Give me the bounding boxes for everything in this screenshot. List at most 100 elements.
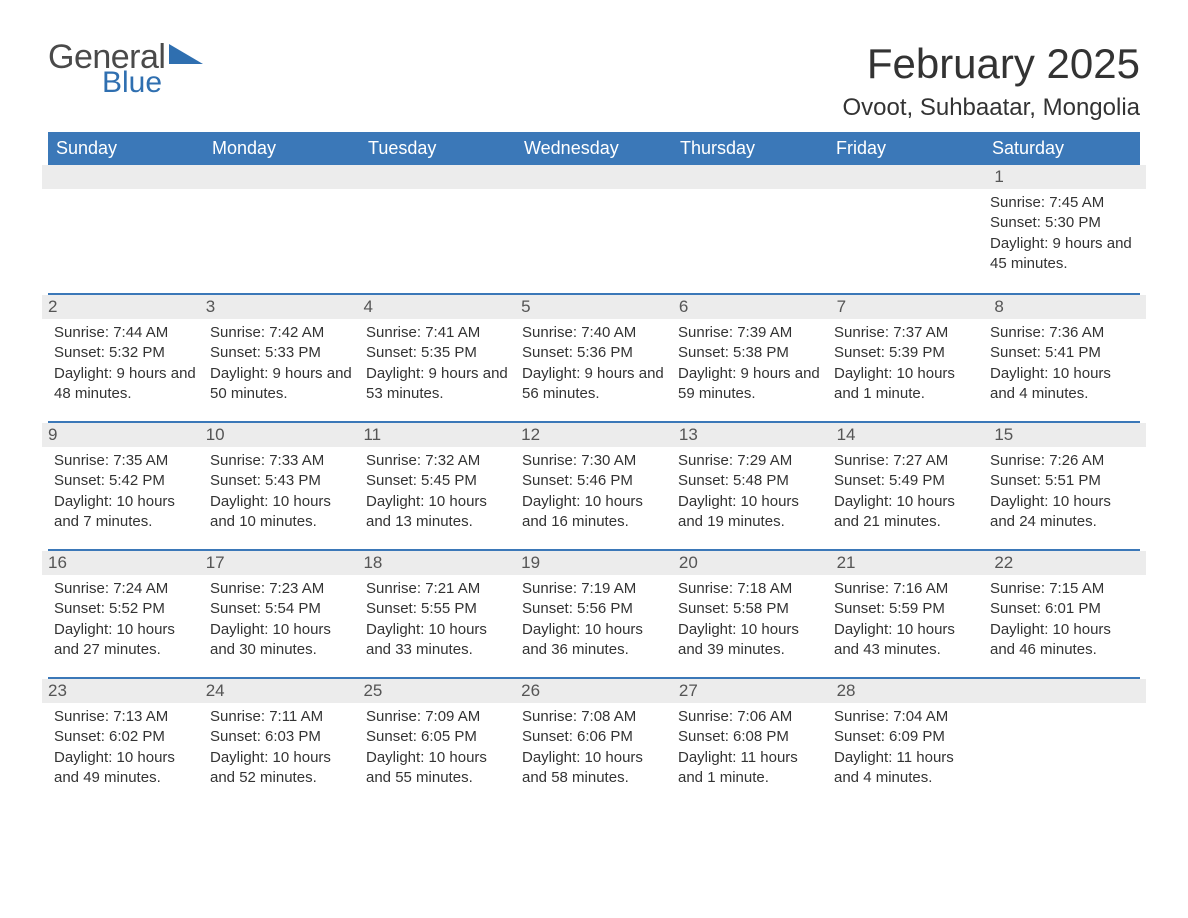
- day-cell: [828, 193, 984, 284]
- week-row-inner: 9101112131415Sunrise: 7:35 AMSunset: 5:4…: [48, 423, 1140, 549]
- header: General Blue February 2025 Ovoot, Suhbaa…: [48, 40, 1140, 122]
- sunrise-line: Sunrise: 7:21 AM: [366, 579, 510, 599]
- sunset-line: Sunset: 5:41 PM: [990, 343, 1134, 363]
- day-number: 20: [673, 551, 831, 575]
- day-cell: Sunrise: 7:09 AMSunset: 6:05 PMDaylight:…: [360, 707, 516, 798]
- day-cell: Sunrise: 7:30 AMSunset: 5:46 PMDaylight:…: [516, 451, 672, 542]
- daylight-line: Daylight: 10 hours and 30 minutes.: [210, 620, 354, 661]
- day-number: 9: [42, 423, 200, 447]
- day-cell: Sunrise: 7:35 AMSunset: 5:42 PMDaylight:…: [48, 451, 204, 542]
- weekday-header-cell: Tuesday: [360, 132, 516, 165]
- daylight-line: Daylight: 10 hours and 43 minutes.: [834, 620, 978, 661]
- day-number: 17: [200, 551, 358, 575]
- day-number: 22: [988, 551, 1146, 575]
- daylight-line: Daylight: 10 hours and 49 minutes.: [54, 748, 198, 789]
- sunrise-line: Sunrise: 7:42 AM: [210, 323, 354, 343]
- daylight-line: Daylight: 10 hours and 52 minutes.: [210, 748, 354, 789]
- day-cell: Sunrise: 7:29 AMSunset: 5:48 PMDaylight:…: [672, 451, 828, 542]
- sunset-line: Sunset: 5:58 PM: [678, 599, 822, 619]
- sunrise-line: Sunrise: 7:19 AM: [522, 579, 666, 599]
- sunset-line: Sunset: 5:42 PM: [54, 471, 198, 491]
- logo-triangle-icon: [169, 42, 203, 68]
- week-row: 1Sunrise: 7:45 AMSunset: 5:30 PMDaylight…: [48, 165, 1140, 293]
- day-number: 7: [831, 295, 989, 319]
- day-number: 13: [673, 423, 831, 447]
- day-cell: Sunrise: 7:42 AMSunset: 5:33 PMDaylight:…: [204, 323, 360, 414]
- day-number: 18: [357, 551, 515, 575]
- sunset-line: Sunset: 5:43 PM: [210, 471, 354, 491]
- day-cell: Sunrise: 7:26 AMSunset: 5:51 PMDaylight:…: [984, 451, 1140, 542]
- daylight-line: Daylight: 9 hours and 45 minutes.: [990, 234, 1134, 275]
- weekday-header-row: SundayMondayTuesdayWednesdayThursdayFrid…: [48, 132, 1140, 165]
- weekday-header-cell: Friday: [828, 132, 984, 165]
- day-cell: Sunrise: 7:04 AMSunset: 6:09 PMDaylight:…: [828, 707, 984, 798]
- daylight-line: Daylight: 10 hours and 46 minutes.: [990, 620, 1134, 661]
- sunset-line: Sunset: 5:32 PM: [54, 343, 198, 363]
- sunrise-line: Sunrise: 7:18 AM: [678, 579, 822, 599]
- daylight-line: Daylight: 11 hours and 1 minute.: [678, 748, 822, 789]
- day-cell: Sunrise: 7:41 AMSunset: 5:35 PMDaylight:…: [360, 323, 516, 414]
- day-number: 11: [357, 423, 515, 447]
- day-number-bar: 9101112131415: [42, 423, 1146, 447]
- logo-text-blue: Blue: [102, 68, 203, 98]
- daylight-line: Daylight: 10 hours and 1 minute.: [834, 364, 978, 405]
- weekday-header-cell: Wednesday: [516, 132, 672, 165]
- daylight-line: Daylight: 10 hours and 36 minutes.: [522, 620, 666, 661]
- sunset-line: Sunset: 5:55 PM: [366, 599, 510, 619]
- sunset-line: Sunset: 5:56 PM: [522, 599, 666, 619]
- sunrise-line: Sunrise: 7:04 AM: [834, 707, 978, 727]
- sunset-line: Sunset: 5:59 PM: [834, 599, 978, 619]
- day-cell: Sunrise: 7:08 AMSunset: 6:06 PMDaylight:…: [516, 707, 672, 798]
- day-details-row: Sunrise: 7:13 AMSunset: 6:02 PMDaylight:…: [48, 707, 1140, 798]
- sunset-line: Sunset: 5:49 PM: [834, 471, 978, 491]
- daylight-line: Daylight: 11 hours and 4 minutes.: [834, 748, 978, 789]
- day-details-row: Sunrise: 7:45 AMSunset: 5:30 PMDaylight:…: [48, 193, 1140, 284]
- day-cell: Sunrise: 7:11 AMSunset: 6:03 PMDaylight:…: [204, 707, 360, 798]
- sunrise-line: Sunrise: 7:33 AM: [210, 451, 354, 471]
- day-number: 14: [831, 423, 989, 447]
- day-cell: [48, 193, 204, 284]
- sunrise-line: Sunrise: 7:08 AM: [522, 707, 666, 727]
- day-cell: Sunrise: 7:15 AMSunset: 6:01 PMDaylight:…: [984, 579, 1140, 670]
- day-number: 26: [515, 679, 673, 703]
- daylight-line: Daylight: 10 hours and 10 minutes.: [210, 492, 354, 533]
- weeks-container: 1Sunrise: 7:45 AMSunset: 5:30 PMDaylight…: [48, 165, 1140, 805]
- sunset-line: Sunset: 5:33 PM: [210, 343, 354, 363]
- day-number: 27: [673, 679, 831, 703]
- daylight-line: Daylight: 10 hours and 21 minutes.: [834, 492, 978, 533]
- week-row-inner: 1Sunrise: 7:45 AMSunset: 5:30 PMDaylight…: [48, 165, 1140, 293]
- title-block: February 2025 Ovoot, Suhbaatar, Mongolia: [842, 40, 1140, 122]
- sunset-line: Sunset: 5:54 PM: [210, 599, 354, 619]
- day-cell: Sunrise: 7:33 AMSunset: 5:43 PMDaylight:…: [204, 451, 360, 542]
- day-cell: [360, 193, 516, 284]
- sunset-line: Sunset: 6:01 PM: [990, 599, 1134, 619]
- sunset-line: Sunset: 6:02 PM: [54, 727, 198, 747]
- sunset-line: Sunset: 5:38 PM: [678, 343, 822, 363]
- sunrise-line: Sunrise: 7:27 AM: [834, 451, 978, 471]
- day-cell: Sunrise: 7:13 AMSunset: 6:02 PMDaylight:…: [48, 707, 204, 798]
- day-cell: Sunrise: 7:36 AMSunset: 5:41 PMDaylight:…: [984, 323, 1140, 414]
- calendar: SundayMondayTuesdayWednesdayThursdayFrid…: [48, 132, 1140, 805]
- sunrise-line: Sunrise: 7:45 AM: [990, 193, 1134, 213]
- sunrise-line: Sunrise: 7:16 AM: [834, 579, 978, 599]
- sunrise-line: Sunrise: 7:23 AM: [210, 579, 354, 599]
- sunset-line: Sunset: 6:08 PM: [678, 727, 822, 747]
- day-number: 25: [357, 679, 515, 703]
- day-number: 28: [831, 679, 989, 703]
- day-number: 6: [673, 295, 831, 319]
- day-details-row: Sunrise: 7:24 AMSunset: 5:52 PMDaylight:…: [48, 579, 1140, 670]
- brand-logo: General Blue: [48, 40, 203, 98]
- sunset-line: Sunset: 6:09 PM: [834, 727, 978, 747]
- weekday-header-cell: Thursday: [672, 132, 828, 165]
- day-number: 2: [42, 295, 200, 319]
- week-row: 232425262728Sunrise: 7:13 AMSunset: 6:02…: [48, 677, 1140, 805]
- day-number: [357, 165, 515, 189]
- day-number-bar: 2345678: [42, 295, 1146, 319]
- day-cell: [204, 193, 360, 284]
- day-cell: Sunrise: 7:16 AMSunset: 5:59 PMDaylight:…: [828, 579, 984, 670]
- sunrise-line: Sunrise: 7:26 AM: [990, 451, 1134, 471]
- sunrise-line: Sunrise: 7:13 AM: [54, 707, 198, 727]
- day-number: [200, 165, 358, 189]
- weekday-header-cell: Monday: [204, 132, 360, 165]
- sunrise-line: Sunrise: 7:11 AM: [210, 707, 354, 727]
